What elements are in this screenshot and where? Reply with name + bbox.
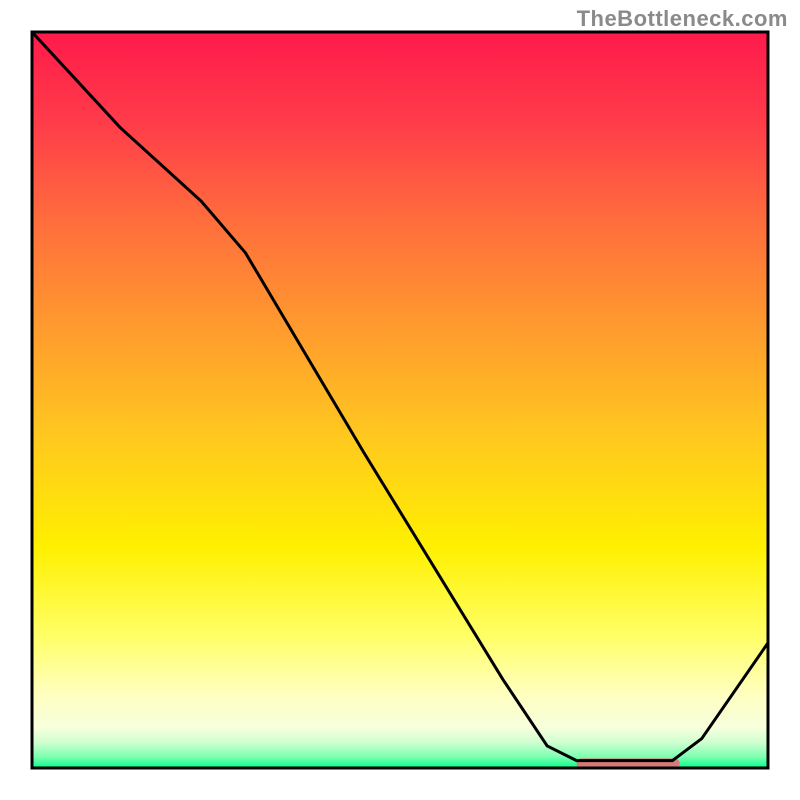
watermark-text: TheBottleneck.com <box>577 6 788 32</box>
chart-container: TheBottleneck.com <box>0 0 800 800</box>
bottleneck-chart <box>0 0 800 800</box>
plot-area <box>32 32 768 769</box>
gradient-background <box>32 32 768 768</box>
